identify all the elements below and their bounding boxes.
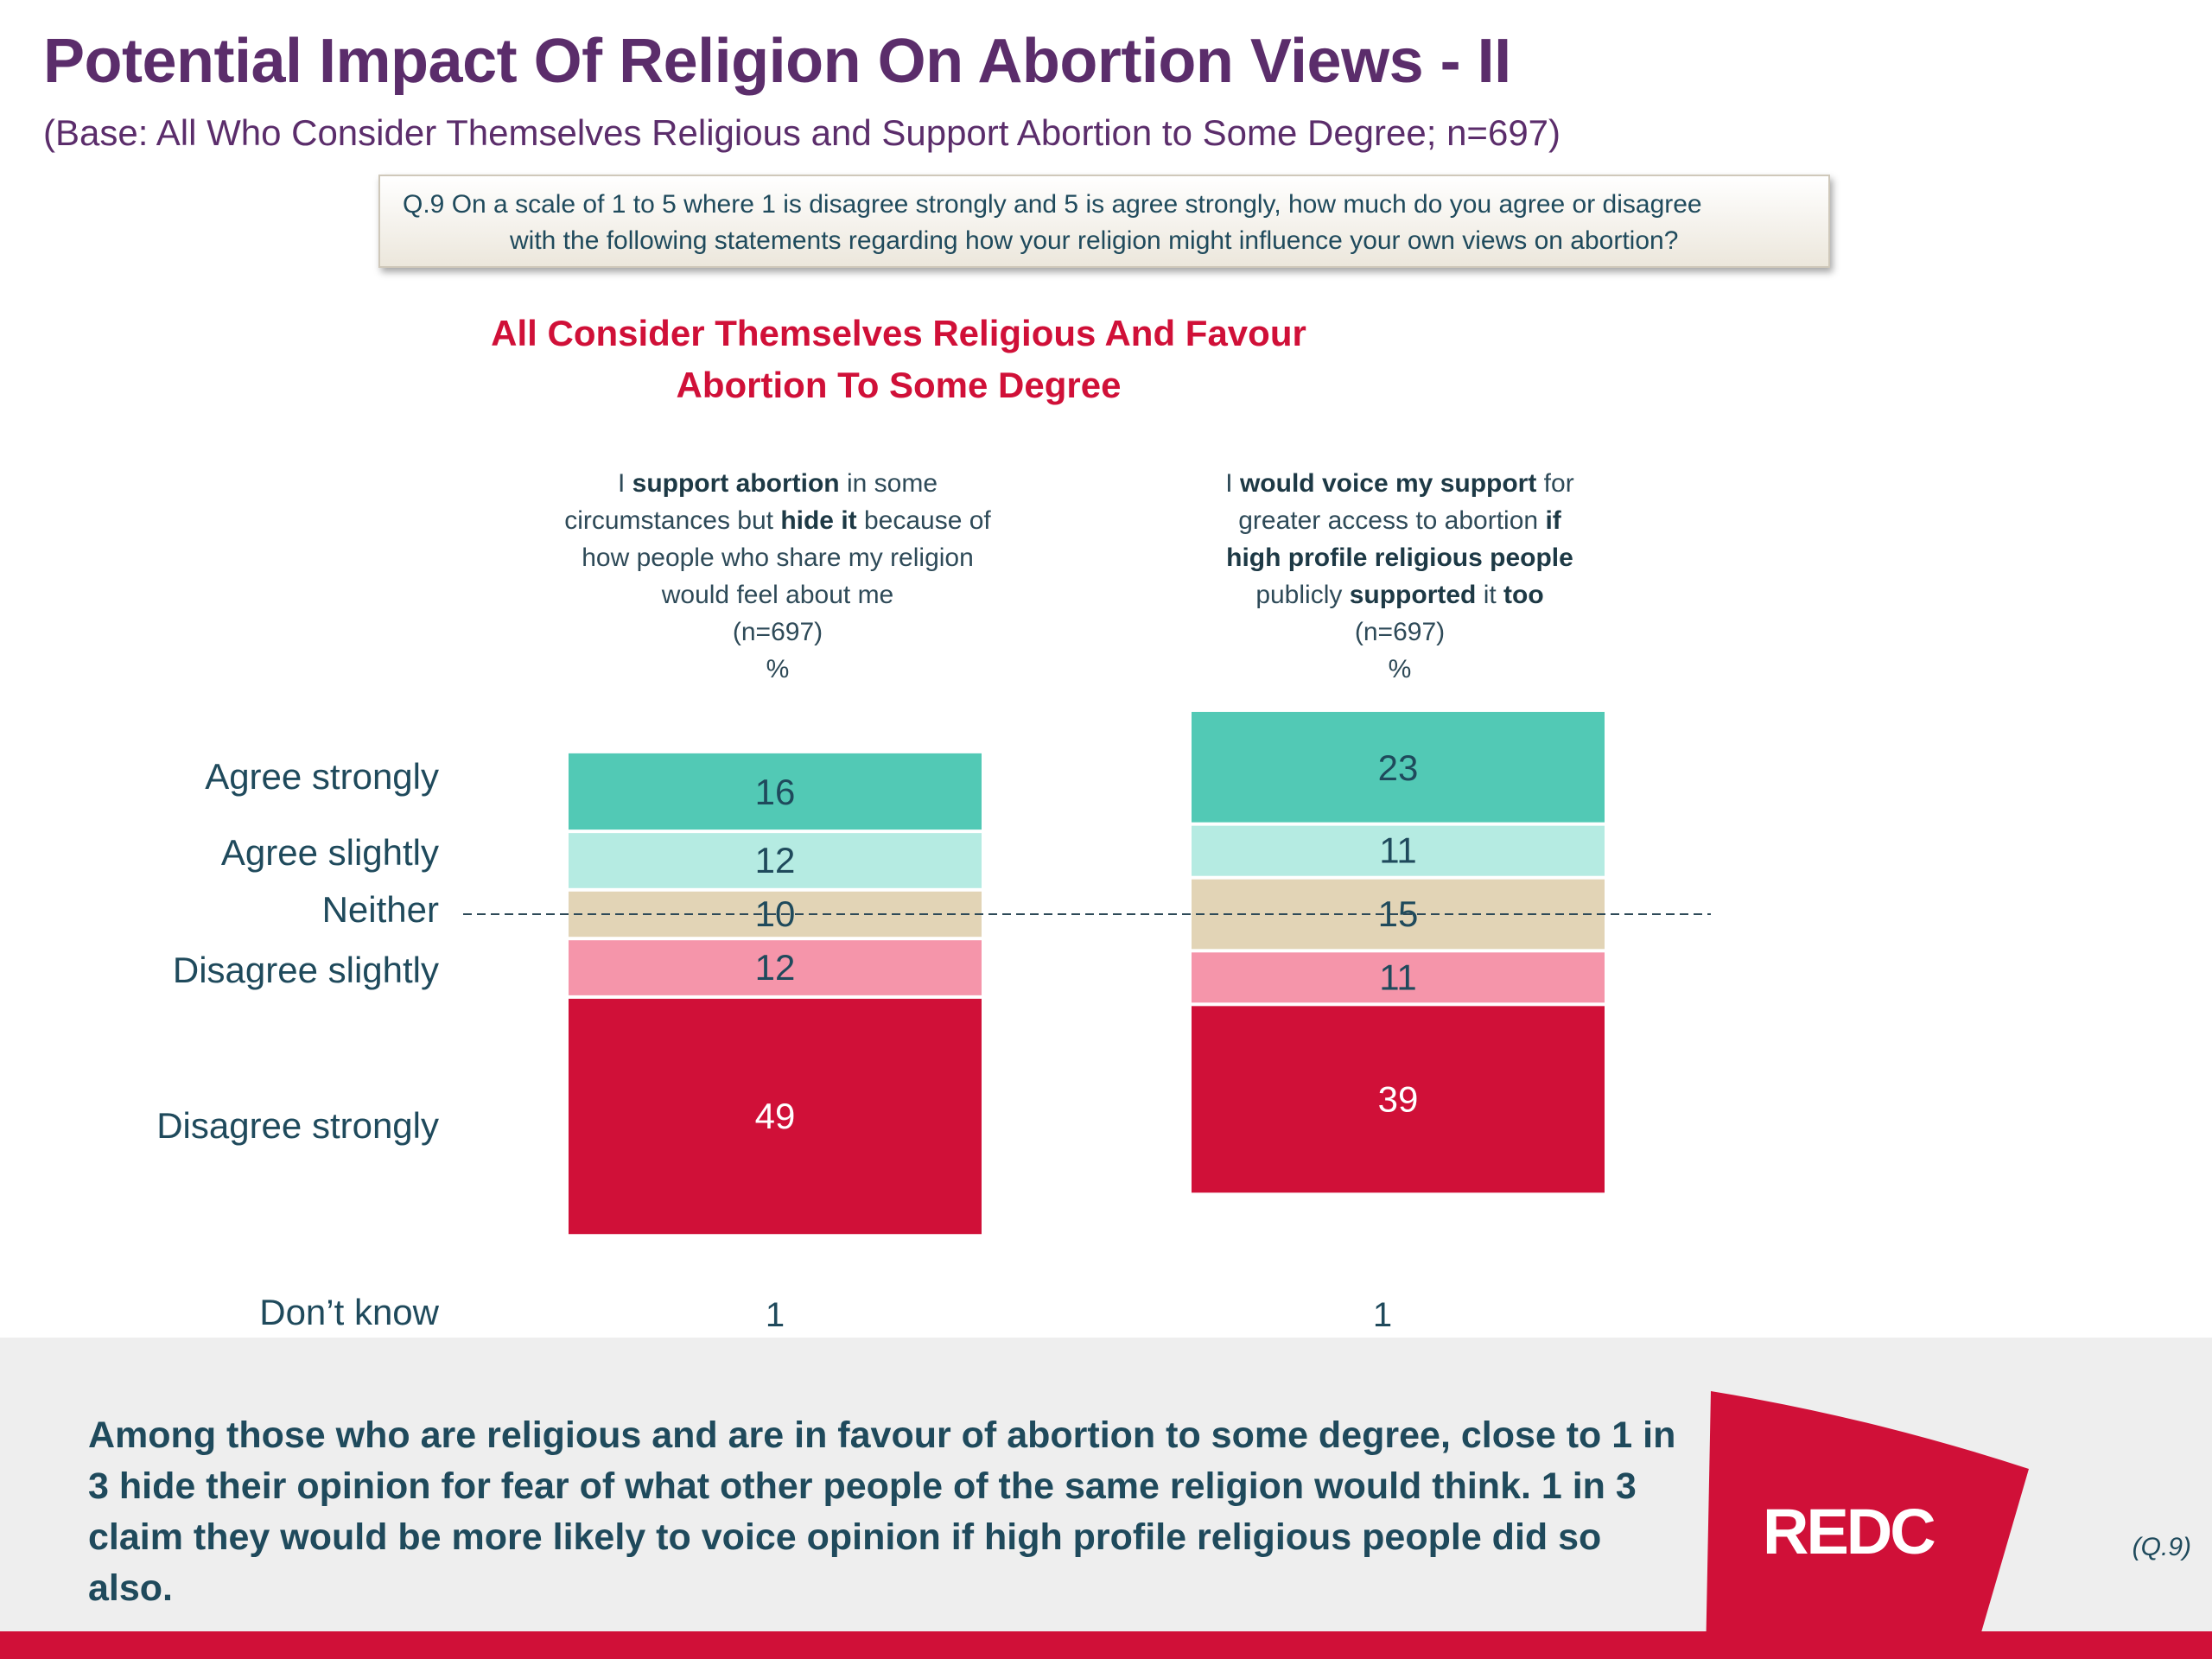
legend-label-agree-slightly: Agree slightly (220, 832, 439, 873)
page-subtitle: (Base: All Who Consider Themselves Relig… (43, 112, 1561, 153)
data-label-disagree-strongly-col-1: 49 (755, 1096, 796, 1136)
column-header-2-line-1: I would voice my support for (1225, 469, 1574, 498)
data-label-disagree-slightly-col-2: 11 (1379, 957, 1417, 997)
legend-label-disagree-slightly: Disagree slightly (172, 950, 439, 990)
column-header-2-line-2: greater access to abortion if (1238, 506, 1561, 535)
chart-title: All Consider Themselves Religious And Fa… (432, 308, 1365, 411)
bar-segment-agree-slightly-col-2 (1192, 825, 1605, 876)
column-header-1-line-3: how people who share my religion (582, 543, 974, 572)
bar-segment-disagree-strongly-col-1 (569, 998, 982, 1235)
page-title: Potential Impact Of Religion On Abortion… (43, 27, 1511, 96)
bar-segment-agree-slightly-col-1 (569, 833, 982, 888)
redc-logo-text: REDC (1763, 1496, 1936, 1567)
bar-segment-agree-strongly-col-1 (569, 753, 982, 830)
chart-title-line-1: All Consider Themselves Religious And Fa… (491, 313, 1306, 353)
data-label-agree-slightly-col-1: 12 (755, 840, 796, 880)
column-header-2-line-4: publicly supported it too (1255, 581, 1544, 609)
column-header-1-unit: % (766, 655, 790, 683)
data-label-disagree-slightly-col-1: 12 (755, 947, 796, 988)
question-text-line-1: Q.9 On a scale of 1 to 5 where 1 is disa… (403, 190, 1702, 219)
column-header-2: I would voice my support for greater acce… (1158, 465, 1642, 688)
question-text-line-2: with the following statements regarding … (510, 226, 1679, 255)
column-header-1-base: (n=697) (732, 618, 823, 646)
column-header-2-unit: % (1388, 655, 1412, 683)
legend-label-agree-strongly: Agree strongly (205, 756, 439, 797)
question-box: Q.9 On a scale of 1 to 5 where 1 is disa… (378, 175, 1830, 268)
data-label-agree-strongly-col-1: 16 (755, 772, 796, 812)
redc-logo (1706, 1391, 2034, 1659)
bar-segment-agree-strongly-col-2 (1192, 711, 1605, 823)
column-header-1-line-1: I support abortion in some (617, 469, 938, 498)
chart-title-line-2: Abortion To Some Degree (676, 365, 1122, 405)
legend-label-disagree-strongly: Disagree strongly (156, 1105, 439, 1146)
data-label-agree-strongly-col-2: 23 (1378, 747, 1419, 788)
column-header-1: I support abortion in some circumstances … (536, 465, 1020, 688)
bar-segment-disagree-slightly-col-2 (1192, 952, 1605, 1003)
legend-label-neither: Neither (321, 889, 439, 930)
data-label-disagree-strongly-col-2: 39 (1378, 1078, 1419, 1119)
bar-segment-disagree-strongly-col-2 (1192, 1006, 1605, 1193)
column-header-1-line-4: would feel about me (661, 581, 894, 609)
source-reference: (Q.9) (2132, 1533, 2191, 1561)
bar-segment-disagree-slightly-col-1 (569, 940, 982, 995)
data-label-agree-slightly-col-2: 11 (1379, 830, 1417, 871)
dont-know-value-col-1: 1 (765, 1296, 785, 1334)
column-header-1-line-2: circumstances but hide it because of (564, 506, 991, 535)
dont-know-value-col-2: 1 (1372, 1296, 1393, 1334)
column-header-2-base: (n=697) (1354, 618, 1446, 646)
footer-summary: Among those who are religious and are in… (88, 1414, 1676, 1609)
column-header-2-line-3: high profile religious people (1226, 543, 1573, 572)
legend-label-dont-know: Don’t know (259, 1292, 439, 1332)
